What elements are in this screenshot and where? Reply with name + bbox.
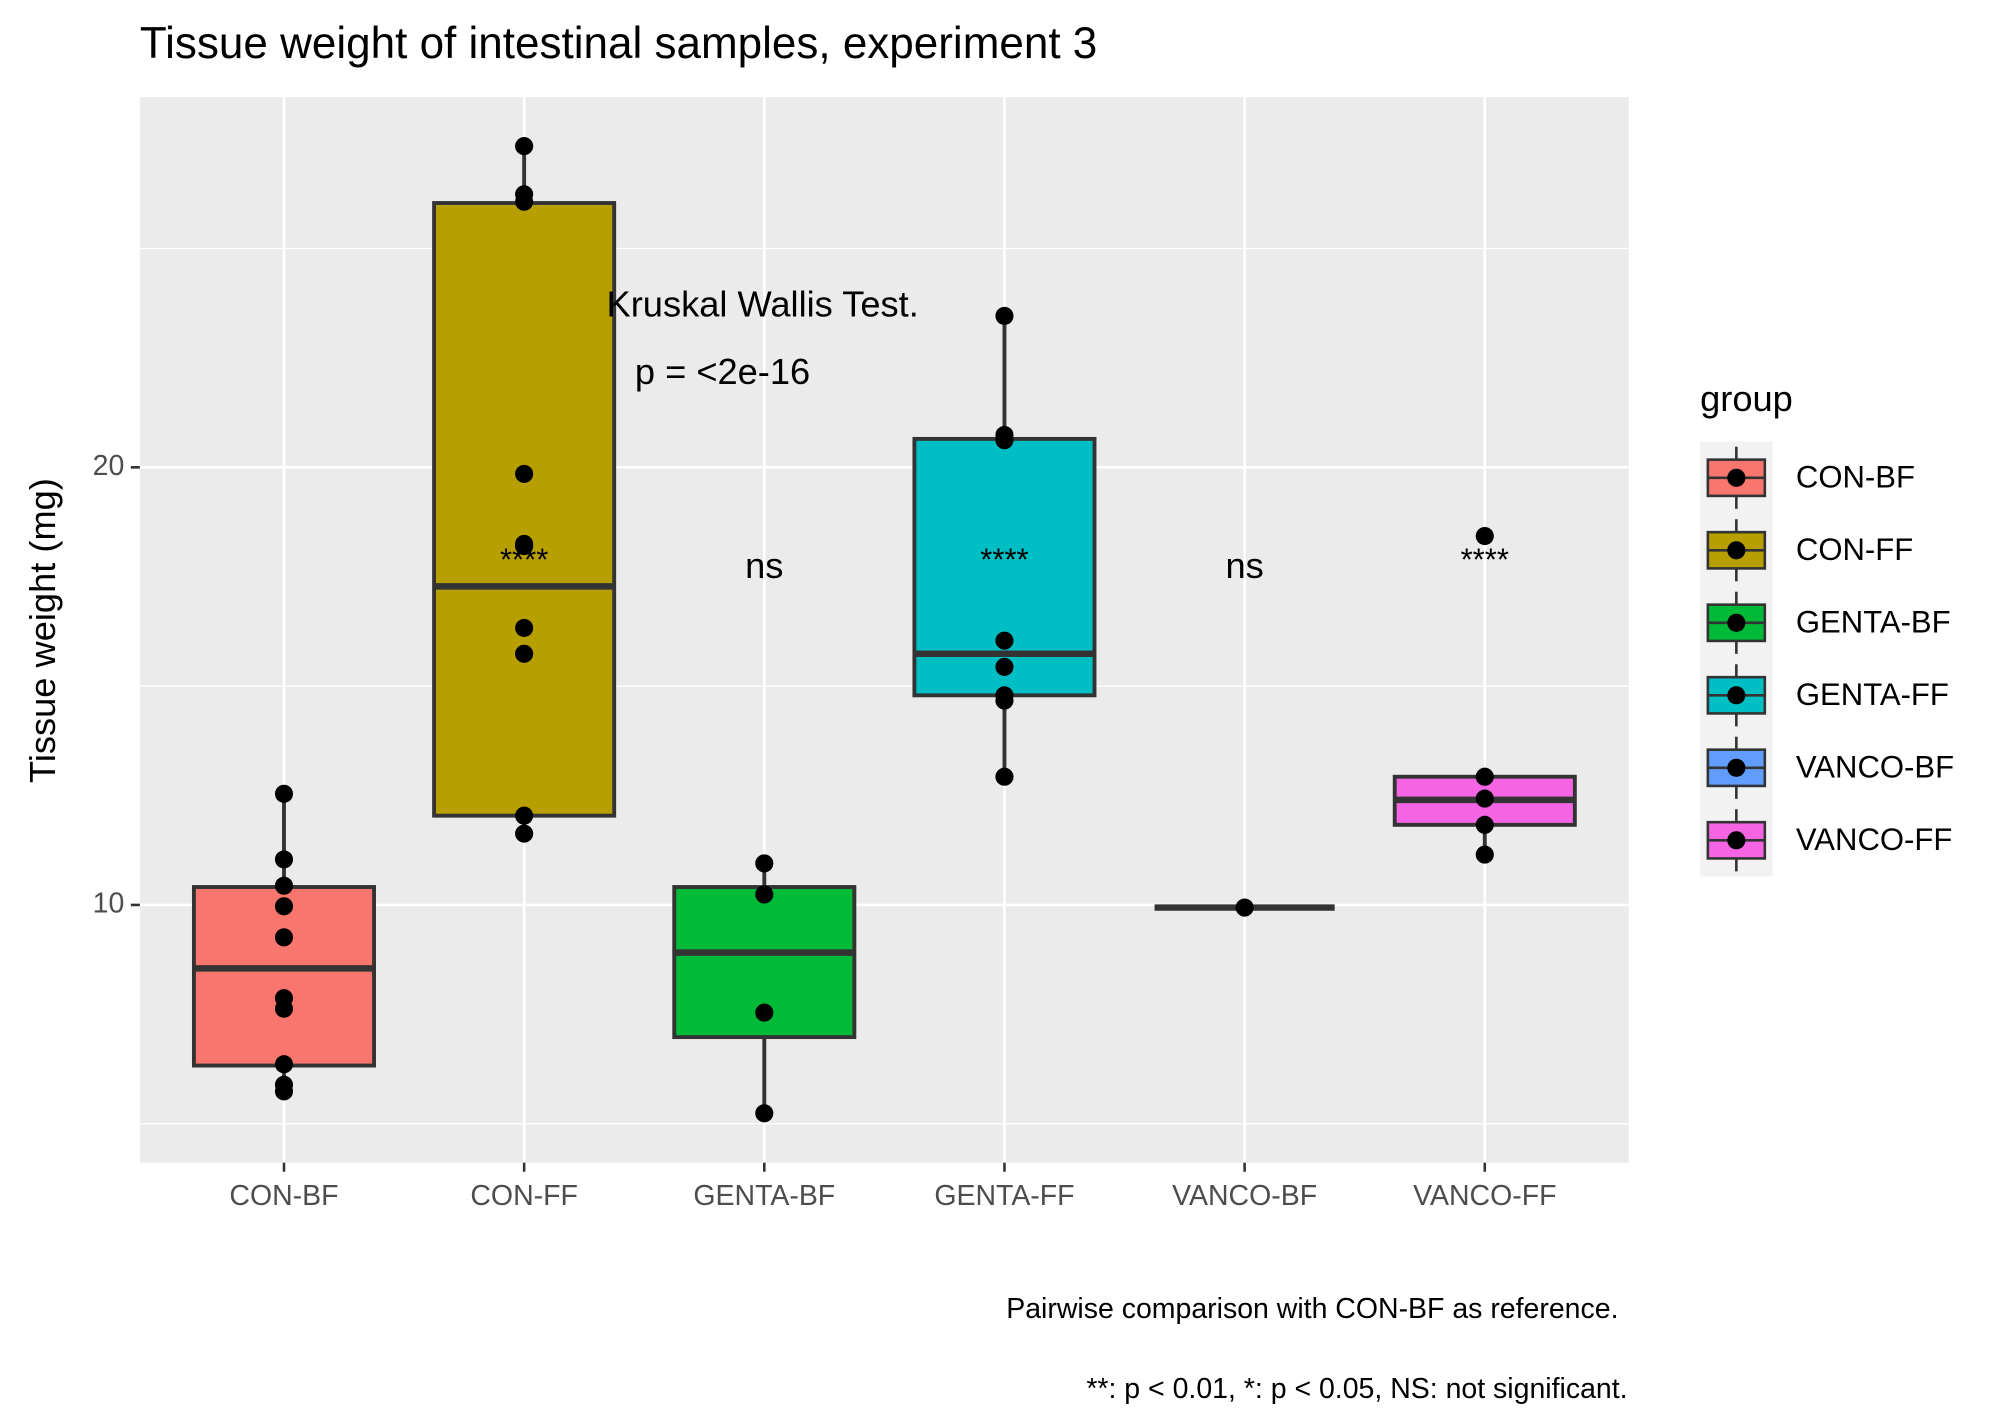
signif-label: ****	[500, 542, 548, 577]
point	[274, 876, 294, 895]
point	[274, 897, 294, 916]
legend-key-dot	[1727, 686, 1746, 705]
point	[1475, 789, 1494, 808]
legend-label: VANCO-FF	[1796, 822, 1952, 857]
point	[995, 691, 1014, 710]
legend-label: GENTA-FF	[1796, 677, 1949, 712]
x-tick-label: CON-FF	[470, 1180, 578, 1212]
point	[1475, 526, 1494, 546]
point	[515, 192, 534, 211]
legend-label: CON-FF	[1796, 532, 1913, 567]
legend-key-dot	[1727, 541, 1746, 560]
test-p: p = <2e-16	[635, 351, 810, 392]
legend-label: CON-BF	[1796, 459, 1915, 494]
point	[755, 854, 774, 873]
y-tick-label: 10	[93, 887, 125, 919]
point	[274, 999, 294, 1018]
point	[274, 1082, 294, 1101]
box	[432, 201, 617, 818]
point	[995, 431, 1014, 450]
x-tick-label: GENTA-BF	[693, 1180, 835, 1212]
legend-label: GENTA-BF	[1796, 604, 1951, 639]
panel	[139, 97, 1629, 1163]
point	[515, 806, 534, 825]
point	[1475, 845, 1494, 864]
chart-title: Tissue weight of intestinal samples, exp…	[140, 19, 1097, 68]
point	[515, 464, 534, 483]
legend-key-dot	[1727, 831, 1746, 850]
y-tick-label: 20	[93, 450, 125, 482]
x-tick-label: GENTA-FF	[934, 1180, 1074, 1212]
x-tick-label: VANCO-BF	[1172, 1180, 1317, 1212]
caption: Pairwise comparison with CON-BF as refer…	[1006, 1293, 1618, 1325]
point	[1475, 767, 1494, 786]
signif-label: ns	[1225, 545, 1263, 586]
point	[755, 885, 774, 904]
point	[274, 850, 294, 869]
grid: 10 20 CON-BF CON-FF GENTA-BF GENTA-FF VANCO-BF…	[93, 97, 1629, 1212]
signif-label: ns	[745, 545, 783, 586]
legend-label: VANCO-BF	[1796, 749, 1954, 784]
point	[515, 537, 534, 556]
point	[515, 618, 534, 638]
point	[274, 1055, 294, 1074]
point	[274, 928, 294, 947]
point	[995, 657, 1014, 676]
legend-title: group	[1700, 378, 1793, 419]
point	[755, 1003, 774, 1022]
marks: **** ns **** ns ****	[191, 137, 1577, 1123]
point	[515, 644, 534, 663]
point	[755, 1104, 774, 1123]
legend-key-dot	[1727, 758, 1746, 777]
caption: **: p < 0.01, *: p < 0.05, NS: not signi…	[1086, 1373, 1627, 1405]
signif-label: ****	[980, 542, 1028, 577]
point	[995, 306, 1014, 325]
y-axis-label: Tissue weight (mg)	[22, 478, 63, 783]
legend-key-dot	[1727, 468, 1746, 487]
point	[1475, 815, 1494, 834]
point	[274, 784, 294, 803]
x-tick-label: VANCO-FF	[1413, 1180, 1556, 1212]
signif-label: ****	[1461, 542, 1509, 577]
legend: CON-BF CON-FF GENTA-BF GENTA-FF VANCO-BF VANC…	[1700, 441, 1954, 877]
point	[515, 824, 534, 843]
point	[995, 631, 1014, 650]
x-tick-label: CON-BF	[229, 1180, 338, 1212]
point	[1235, 898, 1254, 917]
test-label: Kruskal Wallis Test.	[607, 283, 919, 324]
legend-key-dot	[1727, 613, 1746, 632]
point	[515, 137, 534, 156]
point	[995, 767, 1014, 786]
